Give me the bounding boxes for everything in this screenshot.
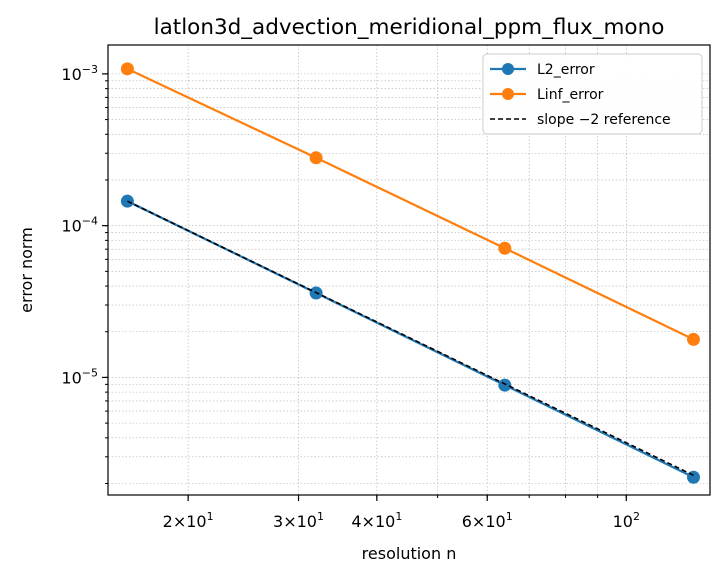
legend-label-2: slope −2 reference	[537, 112, 671, 128]
chart-title: latlon3d_advection_meridional_ppm_flux_m…	[154, 15, 665, 40]
x-axis-label: resolution n	[362, 544, 457, 563]
legend-box	[482, 53, 703, 135]
x-tick-label: 2×101	[163, 510, 214, 531]
data-point	[120, 194, 134, 208]
series-group	[120, 62, 700, 484]
series-line-2	[127, 200, 694, 477]
data-point	[498, 241, 512, 255]
data-point	[309, 151, 323, 165]
x-tick-label: 4×101	[351, 510, 402, 531]
y-tick-label: 10−3	[61, 63, 98, 84]
data-point	[686, 470, 700, 484]
plot-frame	[107, 44, 711, 496]
axis-ticks: 2×101 3×101 4×101 6×101 102 10−3 10−4 10−5	[61, 63, 640, 531]
legend-marker-0	[502, 63, 514, 75]
y-tick-label: 10−4	[61, 215, 98, 236]
y-axis-label: error norm	[17, 227, 36, 313]
data-point	[498, 378, 512, 392]
series-line-1	[126, 67, 694, 341]
data-point	[120, 62, 134, 76]
y-tick-label: 10−5	[61, 366, 98, 387]
data-point	[686, 332, 700, 346]
legend-label-0: L2_error	[537, 62, 595, 78]
x-tick-label: 102	[613, 510, 640, 531]
x-tick-label: 3×101	[273, 510, 324, 531]
x-tick-label: 6×101	[462, 510, 513, 531]
legend-label-1: Linf_error	[537, 87, 604, 103]
legend-marker-1	[502, 88, 514, 100]
